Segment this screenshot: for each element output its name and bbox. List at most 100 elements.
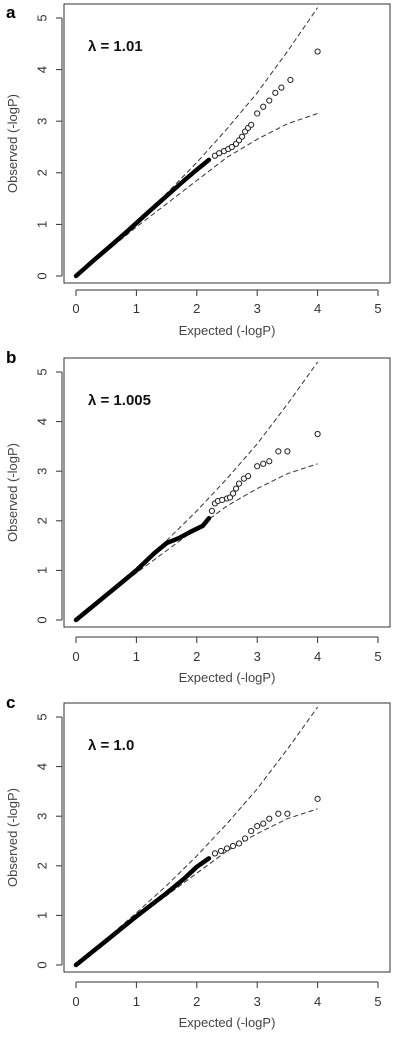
x-tick-label: 3 <box>254 301 261 316</box>
plot-area <box>73 361 321 623</box>
y-tick-label: 2 <box>34 862 49 869</box>
data-point <box>254 823 261 830</box>
data-point <box>272 89 279 96</box>
data-point <box>229 490 237 497</box>
x-tick-label: 5 <box>374 994 381 1009</box>
y-tick-label: 3 <box>34 468 49 475</box>
panel-label: c <box>6 693 15 712</box>
plot-frame <box>63 3 391 284</box>
y-tick-label: 0 <box>34 272 49 279</box>
data-point <box>266 458 273 465</box>
y-tick-label: 2 <box>34 169 49 176</box>
x-tick-label: 2 <box>193 994 200 1009</box>
data-point <box>314 48 321 55</box>
data-point <box>284 810 291 817</box>
x-tick-label: 0 <box>72 994 79 1009</box>
plot-frame <box>63 357 391 628</box>
data-point <box>235 840 243 847</box>
y-tick-label: 3 <box>34 813 49 820</box>
x-tick-label: 5 <box>374 649 381 664</box>
x-tick-label: 1 <box>133 994 140 1009</box>
data-point <box>245 473 252 480</box>
x-tick-label: 0 <box>72 649 79 664</box>
data-point <box>254 463 261 470</box>
data-point <box>232 485 240 492</box>
data-point <box>248 827 255 835</box>
y-tick-label: 4 <box>34 66 49 73</box>
data-point <box>284 448 291 455</box>
ci-upper-line <box>75 361 319 621</box>
data-point <box>229 842 237 850</box>
x-tick-label: 2 <box>193 649 200 664</box>
plot-area <box>73 706 321 968</box>
data-point <box>275 448 282 455</box>
panel-label: a <box>6 3 16 22</box>
data-point <box>287 76 294 84</box>
data-point <box>217 847 225 855</box>
data-point <box>254 110 261 117</box>
data-point <box>314 795 321 802</box>
y-tick-label: 5 <box>34 713 49 720</box>
y-axis-label: Observed (-logP) <box>5 788 20 887</box>
x-tick-label: 4 <box>314 301 321 316</box>
data-point <box>223 845 231 852</box>
panel-a: 0 1 2 3 4 5 0 1 2 3 4 5 Expected (-logP) Observed (-l… <box>5 3 391 338</box>
data-point <box>260 460 267 467</box>
data-point <box>278 84 285 91</box>
y-tick-label: 2 <box>34 517 49 524</box>
x-tick-label: 2 <box>193 301 200 316</box>
data-point <box>266 97 273 104</box>
y-tick-label: 0 <box>34 961 49 968</box>
data-point <box>314 430 321 438</box>
ci-upper-line <box>75 706 319 966</box>
x-tick-label: 0 <box>72 301 79 316</box>
lambda-annotation: λ = 1.0 <box>88 737 134 754</box>
y-tick-label: 1 <box>34 567 49 574</box>
data-point <box>260 820 267 827</box>
y-tick-label: 1 <box>34 221 49 228</box>
data-point <box>211 850 219 857</box>
y-tick-label: 1 <box>34 912 49 919</box>
x-axis-label: Expected (-logP) <box>179 323 276 338</box>
data-point <box>226 494 234 501</box>
x-tick-label: 1 <box>133 301 140 316</box>
ci-lower-line <box>75 113 318 277</box>
data-point <box>239 133 246 140</box>
x-tick-label: 4 <box>314 994 321 1009</box>
plot-area <box>73 7 321 279</box>
y-tick-label: 4 <box>34 763 49 770</box>
x-tick-label: 3 <box>254 649 261 664</box>
y-axis-label: Observed (-logP) <box>5 94 20 193</box>
dense-points-band <box>73 856 212 968</box>
x-axis-label: Expected (-logP) <box>179 1015 276 1030</box>
panel-label: b <box>6 348 16 367</box>
ci-lower-line <box>75 808 318 966</box>
x-tick-label: 5 <box>374 301 381 316</box>
data-point <box>260 103 267 110</box>
x-tick-label: 1 <box>133 649 140 664</box>
data-point <box>242 835 249 842</box>
lambda-annotation: λ = 1.01 <box>88 38 143 55</box>
data-point <box>266 815 273 822</box>
data-point <box>208 507 215 514</box>
y-tick-label: 0 <box>34 616 49 623</box>
x-axis-label: Expected (-logP) <box>179 670 276 685</box>
x-tick-label: 4 <box>314 649 321 664</box>
plot-frame <box>63 702 391 973</box>
data-point <box>228 143 235 151</box>
y-tick-label: 5 <box>34 368 49 375</box>
ci-lower-line <box>75 463 318 621</box>
y-tick-label: 3 <box>34 118 49 125</box>
panel-c: 0 1 2 3 4 5 0 1 2 3 4 5 Expected (-logP) Observed (-l… <box>5 693 391 1030</box>
y-axis-label: Observed (-logP) <box>5 443 20 542</box>
x-tick-label: 3 <box>254 994 261 1009</box>
data-point <box>235 480 243 487</box>
data-point <box>275 810 282 817</box>
panel-b: 0 1 2 3 4 5 0 1 2 3 4 5 Expected (-logP) Observed (-l… <box>5 348 391 685</box>
dense-points-band <box>73 157 212 279</box>
y-tick-label: 5 <box>34 14 49 21</box>
lambda-annotation: λ = 1.005 <box>88 392 151 409</box>
data-point <box>248 121 255 128</box>
y-tick-label: 4 <box>34 418 49 425</box>
